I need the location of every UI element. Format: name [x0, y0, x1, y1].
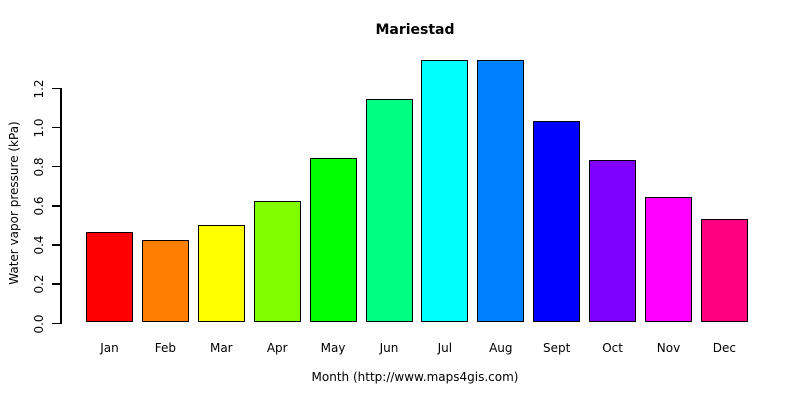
y-axis-label: Water vapor pressure (kPa): [7, 121, 21, 285]
y-tick-mark: [52, 126, 60, 129]
y-tick-mark: [52, 244, 60, 246]
bar-feb: [141, 240, 189, 323]
bar-jan: [86, 232, 133, 323]
x-tick-label-nov: Nov: [656, 341, 681, 355]
x-axis-label: Month (http://www.maps4gis.com): [311, 370, 519, 384]
y-tick-mark: [52, 283, 60, 285]
x-tick-label-jun: Jun: [379, 341, 399, 355]
x-tick-label-dec: Dec: [712, 341, 736, 355]
x-tick-label-feb: Feb: [154, 341, 176, 355]
y-tick-label: 1.0: [32, 118, 46, 138]
x-tick-label-mar: Mar: [209, 341, 233, 355]
y-tick-mark: [52, 205, 60, 207]
x-tick-label-sept: Sept: [543, 341, 571, 355]
y-axis-line: [60, 87, 62, 324]
y-tick-label: 0.0: [32, 313, 46, 334]
x-tick-label-aug: Aug: [489, 341, 513, 355]
y-tick-label: 0.8: [32, 157, 46, 177]
y-tick-mark: [52, 87, 60, 90]
x-tick-label-may: May: [320, 341, 346, 355]
bar-dec: [700, 218, 748, 323]
bar-jul: [421, 60, 469, 323]
y-tick-mark: [52, 322, 60, 324]
x-tick-label-jul: Jul: [437, 341, 453, 355]
bar-apr: [253, 201, 301, 323]
bar-may: [309, 158, 357, 323]
bar-sept: [533, 120, 581, 323]
chart-title: Mariestad: [375, 22, 455, 38]
bar-jun: [365, 99, 413, 323]
y-tick-mark: [52, 165, 60, 168]
x-tick-label-jan: Jan: [100, 341, 119, 355]
bar-nov: [645, 197, 692, 323]
y-tick-label: 0.2: [32, 274, 46, 294]
x-tick-label-oct: Oct: [602, 341, 623, 355]
bar-oct: [589, 159, 637, 323]
x-tick-label-apr: Apr: [266, 341, 288, 355]
bar-mar: [197, 224, 245, 323]
y-tick-label: 0.6: [32, 196, 46, 216]
y-tick-label: 0.4: [32, 235, 46, 255]
bar-aug: [477, 60, 525, 323]
y-tick-label: 1.2: [32, 78, 46, 99]
